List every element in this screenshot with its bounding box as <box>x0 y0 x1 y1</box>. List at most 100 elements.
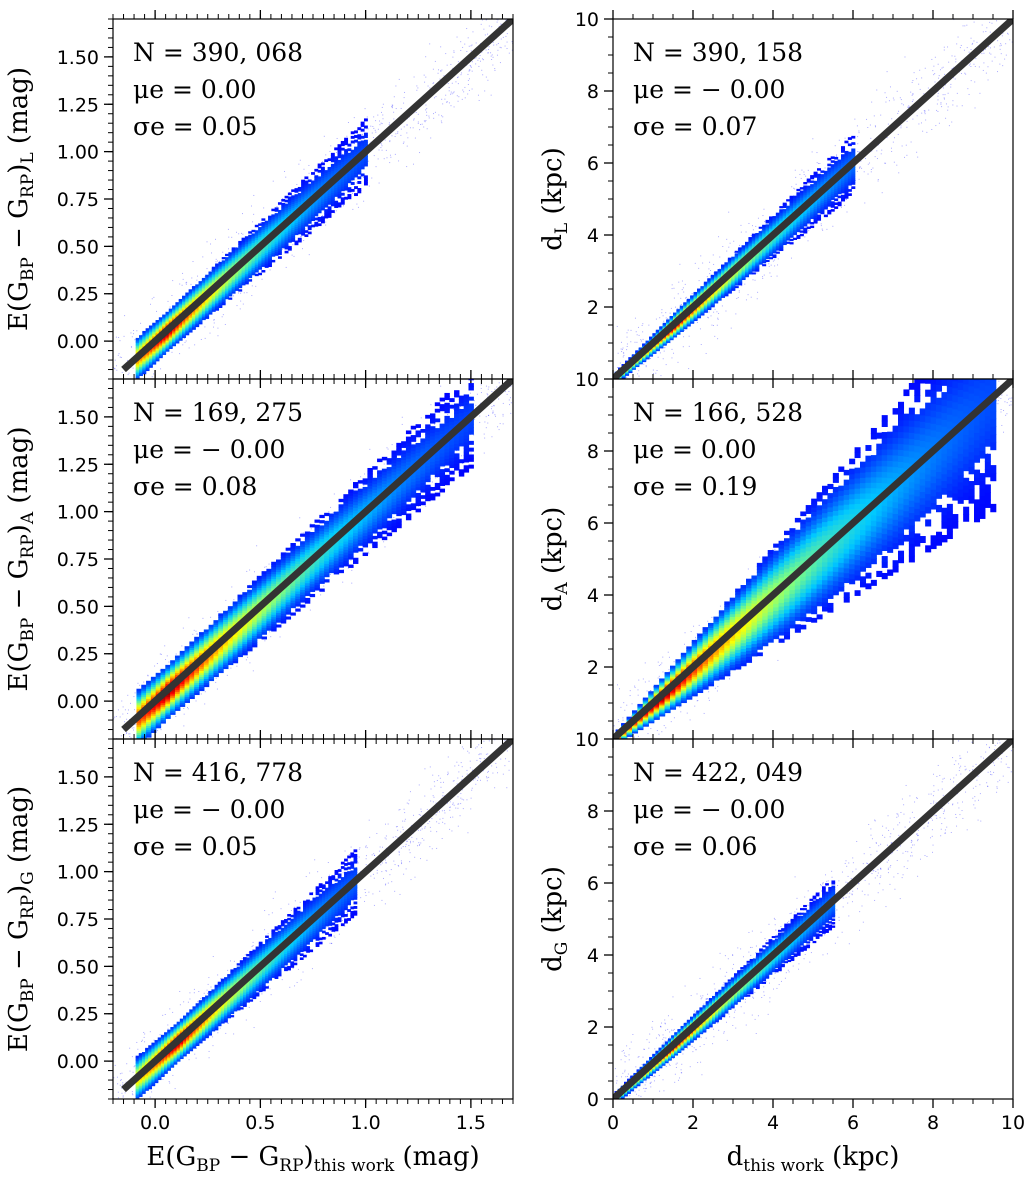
density-bin <box>700 308 705 311</box>
sparse-point <box>621 351 623 353</box>
density-bin <box>208 276 213 279</box>
sparse-point <box>945 117 947 119</box>
density-bin <box>254 266 259 269</box>
density-bin <box>248 263 253 266</box>
sparse-point <box>1007 33 1009 35</box>
sparse-point <box>808 224 810 226</box>
density-bin <box>277 250 282 254</box>
density-bin <box>152 348 157 351</box>
density-bin <box>762 255 767 258</box>
sparse-point <box>120 356 122 358</box>
density-bin <box>254 262 259 266</box>
density-bin <box>755 240 760 243</box>
sparse-point <box>151 376 153 378</box>
density-bin <box>198 310 203 313</box>
sparse-point <box>191 277 193 279</box>
density-bin <box>320 179 325 183</box>
sparse-point <box>329 150 331 152</box>
density-bin <box>748 268 753 271</box>
sparse-point <box>685 296 687 298</box>
density-bin <box>142 339 147 342</box>
sparse-point <box>1011 14 1012 15</box>
sparse-point <box>987 66 989 68</box>
density-bin <box>717 298 722 301</box>
density-bin <box>357 127 362 131</box>
density-bin <box>703 300 708 303</box>
sparse-point <box>967 88 969 90</box>
sparse-point <box>991 22 993 24</box>
density-bin <box>721 268 726 271</box>
density-bin <box>734 281 739 284</box>
sparse-point <box>652 373 654 375</box>
density-bin <box>271 259 276 263</box>
density-bin <box>205 277 210 280</box>
sparse-point <box>481 19 483 21</box>
sparse-point <box>735 313 737 315</box>
density-bin <box>145 329 150 332</box>
sparse-point <box>395 85 397 87</box>
sparse-point <box>240 292 242 294</box>
density-bin <box>264 259 269 263</box>
sparse-point <box>858 151 860 153</box>
density-bin <box>271 250 276 253</box>
density-bin <box>258 267 263 270</box>
density-bin <box>218 291 223 294</box>
density-bin <box>238 247 243 251</box>
density-bin <box>721 295 726 298</box>
density-bin <box>251 235 256 238</box>
density-bin <box>238 256 243 259</box>
density-bin <box>225 293 229 296</box>
sparse-point <box>489 1 490 2</box>
density-bin <box>281 216 286 220</box>
density-bin <box>724 294 729 297</box>
sparse-point <box>966 47 968 49</box>
density-bin <box>314 204 319 208</box>
density-bin <box>188 299 193 302</box>
density-bin <box>304 217 309 221</box>
sparse-point <box>442 116 444 118</box>
density-bin <box>301 191 306 195</box>
sparse-point <box>844 137 846 139</box>
density-bin <box>727 278 732 281</box>
sparse-point <box>881 192 883 194</box>
density-bin <box>301 181 306 185</box>
sparse-point <box>667 318 669 320</box>
density-bin <box>360 135 365 139</box>
sparse-point <box>936 103 938 105</box>
sparse-point <box>182 278 184 280</box>
sparse-point <box>325 224 327 226</box>
density-bin <box>258 272 263 276</box>
density-bin <box>334 167 339 171</box>
density-bin <box>139 344 143 347</box>
density-bin <box>301 224 306 228</box>
density-bin <box>142 333 147 336</box>
density-bin <box>274 249 279 252</box>
sparse-point <box>467 93 469 95</box>
sparse-point <box>683 329 685 331</box>
density-bin <box>198 285 203 288</box>
sparse-point <box>1007 32 1009 34</box>
density-bin <box>287 208 292 211</box>
density-bin <box>755 258 760 261</box>
sparse-point <box>737 248 739 250</box>
sparse-point <box>492 41 494 43</box>
density-bin <box>291 221 296 224</box>
density-bin <box>238 280 243 283</box>
density-bin <box>274 216 279 220</box>
density-bin <box>731 287 736 290</box>
density-bin <box>191 294 196 298</box>
density-bin <box>234 280 239 283</box>
density-bin <box>710 299 715 302</box>
density-bin <box>314 183 319 187</box>
sparse-point <box>1005 54 1007 56</box>
sparse-point <box>403 102 405 104</box>
density-bin <box>152 334 157 337</box>
density-bin <box>751 268 756 271</box>
density-bin <box>721 285 726 288</box>
density-bin <box>139 359 143 362</box>
density-bin <box>254 273 259 277</box>
density-bin <box>228 260 233 263</box>
density-bin <box>320 199 325 202</box>
density-bin <box>158 324 163 327</box>
density-bin <box>231 250 236 254</box>
